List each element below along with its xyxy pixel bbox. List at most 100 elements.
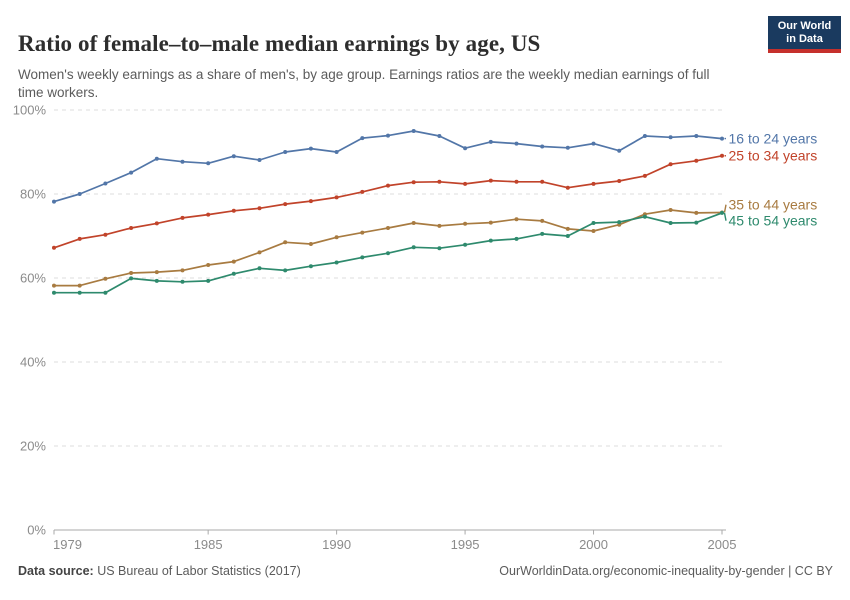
chart-footer: Data source: US Bureau of Labor Statisti…: [18, 564, 833, 578]
series-point: [334, 260, 339, 265]
series-point: [565, 185, 570, 190]
page-title: Ratio of female–to–male median earnings …: [18, 31, 541, 57]
series-point: [411, 221, 416, 225]
series-point: [308, 146, 313, 151]
x-tick-label: 1990: [322, 537, 351, 552]
series-point: [540, 218, 545, 223]
series-point: [463, 221, 468, 226]
series-point: [540, 231, 545, 236]
series-25-to-34-years: [52, 153, 724, 250]
series-point: [206, 278, 211, 283]
series-point: [231, 259, 236, 264]
series-point: [565, 226, 570, 231]
series-point: [694, 134, 699, 138]
series-point: [180, 279, 185, 284]
owid-logo[interactable]: Our World in Data: [768, 16, 841, 53]
series-point: [257, 266, 262, 271]
series-point: [231, 154, 236, 159]
x-axis: 1979 1985 1990 1995 2000 2005: [53, 530, 736, 552]
series-point: [283, 240, 288, 245]
series-point: [308, 199, 313, 204]
series-point: [386, 183, 390, 188]
y-tick-label: 60%: [20, 271, 46, 286]
series-point: [591, 229, 596, 233]
y-tick-label: 80%: [20, 187, 46, 202]
series-point: [77, 283, 82, 288]
series-point: [103, 232, 108, 237]
series-point: [694, 210, 699, 215]
series-point: [437, 134, 442, 138]
series-line: [53, 130, 723, 203]
series-point: [591, 181, 596, 186]
series-point: [360, 255, 365, 260]
label-connector: [723, 212, 727, 221]
series-label-25-to-34-years: 25 to 34 years: [729, 148, 818, 164]
series-point: [154, 278, 159, 283]
series-point: [386, 251, 390, 256]
series-point: [411, 180, 416, 185]
series-35-to-44-years: [52, 208, 724, 288]
series-point: [437, 246, 442, 251]
series-point: [514, 217, 519, 222]
series-point: [360, 189, 365, 194]
series-point: [180, 159, 185, 164]
series-point: [257, 206, 262, 211]
series-point: [720, 153, 724, 158]
series-point: [514, 179, 519, 184]
series-point: [77, 290, 82, 295]
label-connector: [723, 204, 727, 213]
series-point: [694, 158, 699, 163]
datasource-value: US Bureau of Labor Statistics (2017): [93, 564, 301, 578]
series-point: [437, 223, 442, 228]
page-subtitle: Women's weekly earnings as a share of me…: [18, 66, 710, 100]
series-point: [257, 158, 262, 162]
series-point: [52, 290, 56, 295]
datasource-note: Data source: US Bureau of Labor Statisti…: [18, 564, 301, 578]
series-point: [180, 215, 185, 220]
series-point: [386, 133, 390, 138]
series-point: [77, 236, 82, 241]
owid-logo-line2: in Data: [786, 32, 823, 45]
series-point: [154, 221, 159, 226]
series-point: [668, 221, 673, 225]
series-point: [514, 141, 519, 146]
series-point: [540, 144, 545, 149]
series-45-to-54-years: [52, 210, 724, 295]
series-line: [53, 154, 723, 249]
owid-logo-line1: Our World: [777, 19, 832, 32]
series-point: [488, 139, 493, 144]
series-point: [129, 276, 134, 281]
series-point: [360, 136, 365, 141]
y-tick-label: 0%: [27, 523, 46, 538]
y-gridlines: 0% 20% 40% 60% 80% 100%: [13, 103, 726, 538]
series-point: [617, 220, 622, 225]
series-point: [206, 263, 211, 267]
y-tick-label: 40%: [20, 355, 46, 370]
series-point: [514, 236, 519, 241]
credit-link[interactable]: OurWorldinData.org/economic-inequality-b…: [499, 564, 833, 578]
series-point: [488, 238, 493, 243]
series-point: [154, 156, 159, 161]
series-point: [617, 179, 622, 183]
series-label-35-to-44-years: 35 to 44 years: [729, 196, 818, 212]
series-point: [540, 179, 545, 184]
series-point: [103, 276, 108, 281]
series-point: [642, 214, 647, 219]
series-point: [308, 242, 313, 246]
series-label-45-to-54-years: 45 to 54 years: [729, 212, 818, 228]
series-point: [463, 146, 468, 151]
series-point: [231, 208, 236, 213]
series-point: [411, 129, 416, 133]
series-point: [52, 245, 56, 250]
series-point: [129, 271, 134, 275]
series-point: [591, 141, 596, 146]
x-tick-label: 1995: [451, 537, 480, 552]
x-tick-label: 1985: [194, 537, 223, 552]
series-point: [206, 212, 211, 217]
series-point: [360, 230, 365, 235]
datasource-label: Data source:: [18, 564, 94, 578]
series-point: [308, 264, 313, 269]
series-point: [411, 245, 416, 250]
